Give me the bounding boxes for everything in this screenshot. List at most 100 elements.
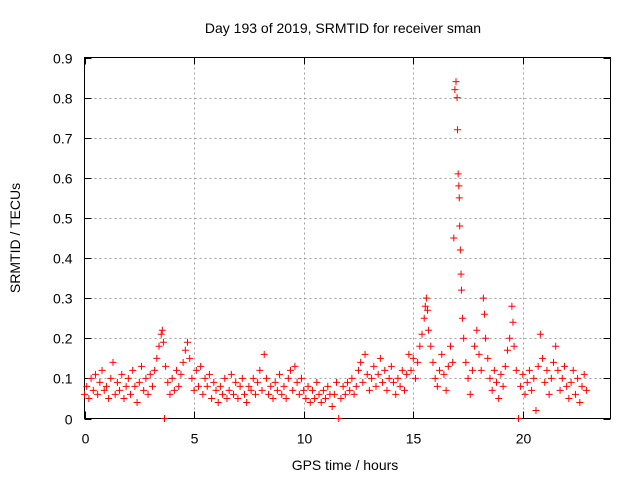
data-point — [425, 326, 433, 334]
data-point — [131, 382, 139, 390]
data-point — [162, 362, 170, 370]
data-point — [519, 370, 527, 378]
data-point — [137, 362, 145, 370]
data-point — [302, 394, 310, 402]
data-point — [208, 394, 216, 402]
data-point — [547, 374, 555, 382]
data-point — [438, 350, 446, 358]
y-tick-label: 0.3 — [53, 291, 73, 307]
data-point — [536, 330, 544, 338]
data-point — [565, 394, 573, 402]
data-point — [203, 382, 211, 390]
data-point — [245, 382, 253, 390]
data-point — [179, 358, 187, 366]
data-point — [140, 386, 148, 394]
data-point — [221, 374, 229, 382]
data-point — [580, 370, 588, 378]
data-point — [170, 386, 178, 394]
data-point — [444, 362, 452, 370]
data-point — [421, 302, 429, 310]
data-point — [160, 415, 168, 422]
data-point — [234, 394, 242, 402]
data-point — [168, 374, 176, 382]
data-point — [107, 374, 115, 382]
data-point — [164, 378, 172, 386]
data-point — [541, 378, 549, 386]
data-point — [287, 366, 295, 374]
data-point — [227, 370, 235, 378]
data-point — [96, 378, 104, 386]
data-point — [392, 390, 400, 398]
data-point — [346, 386, 354, 394]
data-point — [509, 318, 517, 326]
data-point — [468, 366, 476, 374]
data-point — [260, 350, 268, 358]
data-point — [194, 382, 202, 390]
data-point — [471, 342, 479, 350]
y-tick-label: 0.9 — [53, 51, 73, 67]
data-point — [357, 358, 365, 366]
data-point — [370, 362, 378, 370]
data-point — [455, 182, 463, 190]
data-point — [238, 374, 246, 382]
data-point — [359, 378, 367, 386]
data-point — [464, 374, 472, 382]
data-point — [576, 398, 584, 406]
data-point — [197, 362, 205, 370]
y-tick-label: 0 — [65, 412, 73, 428]
data-point — [333, 378, 341, 386]
data-point — [210, 378, 218, 386]
data-point — [216, 382, 224, 390]
data-point — [199, 390, 207, 398]
data-point — [534, 362, 542, 370]
data-point — [394, 374, 402, 382]
data-point — [186, 354, 194, 362]
data-point — [403, 370, 411, 378]
data-point — [269, 394, 277, 402]
data-point — [144, 390, 152, 398]
data-point — [271, 378, 279, 386]
data-point — [385, 374, 393, 382]
data-point — [319, 386, 327, 394]
data-point — [374, 370, 382, 378]
x-tick-label: 10 — [297, 431, 313, 447]
data-point — [306, 398, 314, 406]
data-point — [523, 378, 531, 386]
y-tick-label: 0.6 — [53, 171, 73, 187]
data-point — [407, 366, 415, 374]
data-point — [280, 382, 288, 390]
data-point — [506, 334, 514, 342]
data-point — [83, 382, 91, 390]
data-point — [543, 366, 551, 374]
data-point — [354, 366, 362, 374]
data-point — [201, 374, 209, 382]
data-point — [457, 270, 465, 278]
y-tick-label: 0.1 — [53, 371, 73, 387]
data-point — [91, 370, 99, 378]
data-point — [486, 374, 494, 382]
data-point — [405, 350, 413, 358]
data-point — [276, 370, 284, 378]
data-point — [400, 386, 408, 394]
data-point — [433, 382, 441, 390]
data-point — [454, 170, 462, 178]
data-point — [455, 194, 463, 202]
data-point — [490, 366, 498, 374]
data-point — [339, 382, 347, 390]
data-point — [488, 386, 496, 394]
data-point — [454, 126, 462, 134]
data-point — [181, 346, 189, 354]
data-point — [429, 358, 437, 366]
data-point — [420, 314, 428, 322]
data-point — [166, 390, 174, 398]
axis-ticks: 0 0.1 0.2 0.3 0.4 0.5 0.6 0.7 0.8 0.9 0 5 10 15 20 — [53, 51, 611, 447]
data-point — [517, 382, 525, 390]
data-point — [449, 358, 457, 366]
data-point — [291, 362, 299, 370]
data-point — [514, 415, 522, 422]
data-point — [442, 386, 450, 394]
data-point — [381, 366, 389, 374]
data-point — [383, 386, 391, 394]
data-point — [184, 338, 192, 346]
